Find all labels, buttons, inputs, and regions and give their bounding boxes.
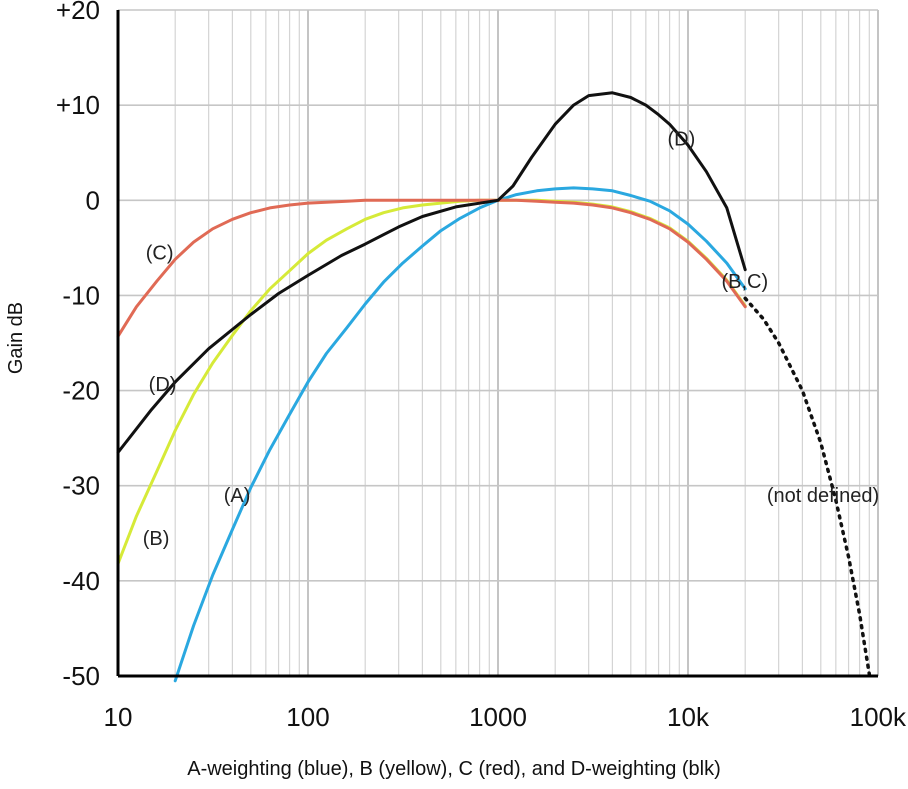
x-tick-label: 10k [667,702,710,732]
series-line-b [116,198,747,566]
series-layer [116,91,872,683]
y-tick-label: +20 [56,0,100,25]
curve-annotation: (B,C) [721,271,768,293]
x-tick-label: 10 [104,702,133,732]
curve-annotation: (A) [224,485,251,507]
series-line-not-defined [743,296,872,676]
curve-annotation: (C) [146,243,174,265]
y-tick-label: +10 [56,90,100,120]
series-line-a [173,186,747,683]
curve-annotation: (D) [149,374,177,396]
y-tick-labels: +20 +10 0 -10 -20 -30 -40 -50 [56,0,100,691]
x-tick-label: 100 [286,702,329,732]
y-axis-label: Gain dB [5,302,27,374]
chart-caption: A-weighting (blue), B (yellow), C (red),… [187,758,721,780]
y-tick-label: 0 [86,185,100,215]
annotations: (C) (D) (B) (A) (D) (B,C) (not defined) [143,128,879,550]
series-line-d [116,91,747,454]
curve-annotation: (not defined) [767,485,879,507]
y-tick-label: -10 [62,280,100,310]
curve-annotation: (D) [667,128,695,150]
y-tick-label: -40 [62,566,100,596]
y-tick-label: -50 [62,661,100,691]
grid [117,9,879,677]
x-tick-labels: 10 100 1000 10k 100k [104,702,907,732]
axes [116,10,878,678]
y-tick-label: -20 [62,376,100,406]
series-line-c [116,198,747,338]
x-tick-label: 1000 [469,702,527,732]
y-tick-label: -30 [62,471,100,501]
x-tick-label: 100k [850,702,907,732]
curve-annotation: (B) [143,528,170,550]
